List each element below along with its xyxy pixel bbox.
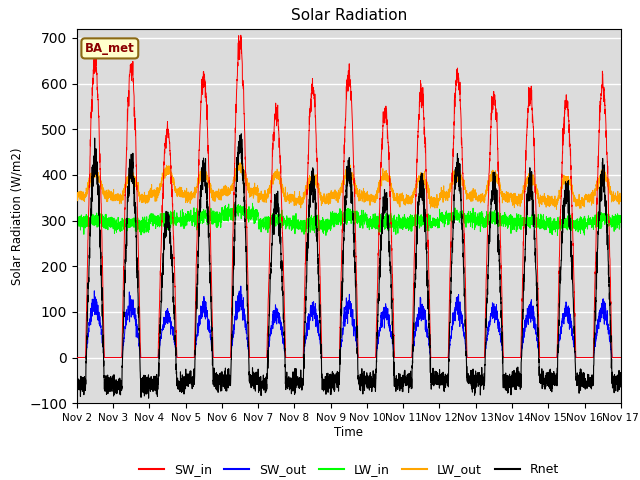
LW_out [552,206,560,212]
Rnet [73,382,81,388]
Rnet [441,382,449,387]
Rnet [616,379,624,384]
LW_in [616,218,624,224]
SW_in [471,355,479,360]
Rnet [171,314,179,320]
LW_in [502,219,509,225]
LW_in [554,233,561,239]
LW_out [441,190,449,196]
Rnet [471,379,479,384]
SW_in [616,355,624,360]
SW_out [471,355,479,360]
LW_in [249,200,257,206]
SW_in [73,355,81,360]
Y-axis label: Solar Radiation (W/m2): Solar Radiation (W/m2) [10,147,24,285]
LW_out [471,188,479,193]
LW_out [617,197,625,203]
SW_out [237,283,244,289]
Line: SW_in: SW_in [77,35,621,358]
SW_out [616,355,624,360]
LW_out [329,194,337,200]
LW_in [441,221,449,227]
Rnet [145,396,152,401]
SW_out [441,355,449,360]
Line: LW_out: LW_out [77,163,621,209]
Line: SW_out: SW_out [77,286,621,358]
Line: Rnet: Rnet [77,134,621,398]
LW_in [171,207,179,213]
LW_in [73,223,81,228]
SW_in [502,355,509,360]
LW_out [236,160,244,166]
Rnet [502,370,509,376]
Legend: SW_in, SW_out, LW_in, LW_out, Rnet: SW_in, SW_out, LW_in, LW_out, Rnet [134,458,564,480]
Rnet [237,131,245,137]
SW_out [329,355,337,360]
SW_in [441,355,449,360]
SW_in [237,32,244,38]
LW_out [171,183,179,189]
Rnet [617,376,625,382]
LW_in [471,217,479,223]
X-axis label: Time: Time [334,426,364,439]
SW_out [171,340,179,346]
SW_out [73,355,81,360]
SW_out [502,355,509,360]
Line: LW_in: LW_in [77,203,621,236]
LW_in [617,219,625,225]
SW_in [329,355,337,360]
LW_out [502,199,509,204]
Rnet [329,372,337,378]
LW_in [329,215,337,220]
SW_in [171,264,179,270]
Title: Solar Radiation: Solar Radiation [291,9,407,24]
SW_out [617,355,625,360]
LW_out [616,194,624,200]
LW_out [73,195,81,201]
Text: BA_met: BA_met [85,42,134,55]
SW_in [617,355,625,360]
